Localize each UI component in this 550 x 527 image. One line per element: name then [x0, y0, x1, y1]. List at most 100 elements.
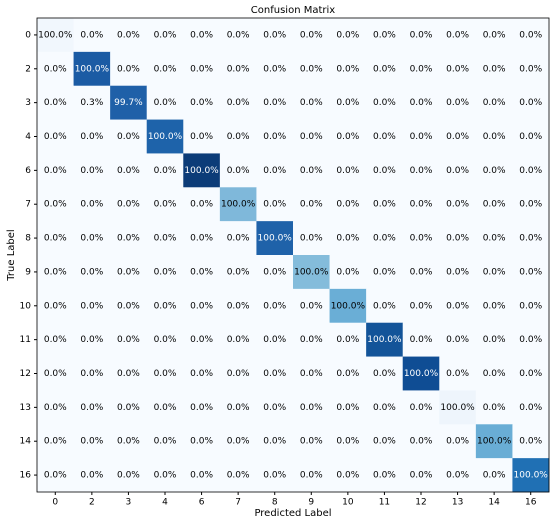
cell-label: 0.0%	[483, 132, 506, 142]
cell-label: 0.0%	[44, 403, 67, 413]
y-tick-label: 10	[20, 301, 32, 311]
y-tick-label: 12	[20, 369, 31, 379]
cell-label: 0.0%	[154, 437, 177, 447]
cell-label: 100.0%	[258, 234, 293, 244]
cell-label: 0.0%	[446, 234, 469, 244]
cell	[402, 18, 440, 53]
cell	[37, 187, 74, 222]
cell	[146, 18, 184, 53]
cell-label: 0.0%	[336, 335, 359, 345]
cell	[402, 288, 440, 324]
cell-label: 0.0%	[227, 98, 250, 108]
cell-label: 0.0%	[263, 64, 286, 74]
cell-label: 0.0%	[446, 166, 469, 176]
cell	[512, 424, 550, 459]
cell	[183, 255, 221, 290]
x-tick-label: 8	[272, 498, 278, 508]
cell-label: 0.0%	[446, 132, 469, 142]
cell	[293, 288, 330, 324]
cell	[439, 221, 477, 256]
cell	[329, 390, 367, 425]
cell	[219, 18, 257, 53]
cell	[366, 221, 404, 256]
cell-label: 0.0%	[190, 234, 213, 244]
cell	[37, 153, 74, 188]
cell	[256, 153, 294, 188]
cell-label: 0.0%	[519, 200, 542, 210]
cell-label: 0.0%	[483, 471, 506, 481]
cell-label: 0.0%	[519, 30, 542, 40]
cell-label: 0.0%	[190, 335, 213, 345]
cell-label: 0.0%	[410, 30, 433, 40]
cell	[256, 322, 294, 357]
cell-label: 0.0%	[373, 132, 396, 142]
cell	[110, 18, 148, 53]
x-tick-label: 4	[162, 498, 168, 508]
cell	[439, 255, 477, 290]
x-tick-label: 9	[308, 498, 314, 508]
cell	[475, 458, 513, 493]
cell	[73, 424, 111, 459]
cell	[512, 390, 550, 425]
cell-label: 0.0%	[80, 234, 103, 244]
cell	[366, 51, 404, 87]
cell	[219, 221, 257, 256]
cell-label: 0.0%	[117, 200, 140, 210]
cell-label: 0.0%	[263, 403, 286, 413]
cell-label: 0.0%	[300, 200, 323, 210]
cell-label: 0.0%	[44, 335, 67, 345]
cell	[73, 322, 111, 357]
cell-label: 0.0%	[190, 64, 213, 74]
x-tick-label: 16	[525, 498, 537, 508]
cell-label: 0.0%	[300, 234, 323, 244]
cell	[293, 322, 330, 357]
cell-label: 0.0%	[263, 335, 286, 345]
cell	[366, 187, 404, 222]
cell-label: 0.0%	[483, 98, 506, 108]
cell	[512, 85, 550, 120]
cell	[219, 458, 257, 493]
cell-label: 0.0%	[263, 369, 286, 379]
cell	[402, 85, 440, 120]
cell-label: 0.0%	[373, 403, 396, 413]
cell	[475, 51, 513, 87]
cell	[439, 322, 477, 357]
cell	[402, 390, 440, 425]
cell	[439, 424, 477, 459]
x-tick-label: 2	[89, 498, 95, 508]
cell	[475, 424, 513, 459]
cell	[293, 424, 330, 459]
cell	[439, 187, 477, 222]
cell-label: 0.0%	[336, 166, 359, 176]
cell-label: 0.0%	[373, 301, 396, 311]
cell	[293, 153, 330, 188]
cell	[110, 390, 148, 425]
cell-label: 0.0%	[410, 132, 433, 142]
cell	[219, 322, 257, 357]
cell	[73, 288, 111, 324]
cell-label: 0.0%	[44, 471, 67, 481]
cell	[329, 288, 367, 324]
y-tick-label: 11	[20, 335, 31, 345]
cell	[146, 255, 184, 290]
cell-label: 0.0%	[336, 369, 359, 379]
cell-label: 0.0%	[154, 234, 177, 244]
cell-label: 0.0%	[410, 234, 433, 244]
cell	[329, 85, 367, 120]
cell	[73, 255, 111, 290]
cell	[366, 85, 404, 120]
cell-label: 0.0%	[300, 403, 323, 413]
cell-label: 0.0%	[263, 471, 286, 481]
cell-label: 0.0%	[263, 267, 286, 277]
cell	[293, 356, 330, 391]
cell-label: 0.0%	[446, 98, 469, 108]
cell	[256, 85, 294, 120]
x-tick-label: 0	[52, 498, 58, 508]
cell-label: 0.0%	[519, 267, 542, 277]
cell-label: 0.0%	[44, 166, 67, 176]
cell-label: 0.0%	[80, 471, 103, 481]
cell-label: 0.0%	[190, 200, 213, 210]
cell-label: 0.0%	[117, 166, 140, 176]
cell	[146, 322, 184, 357]
cell-label: 0.0%	[117, 301, 140, 311]
